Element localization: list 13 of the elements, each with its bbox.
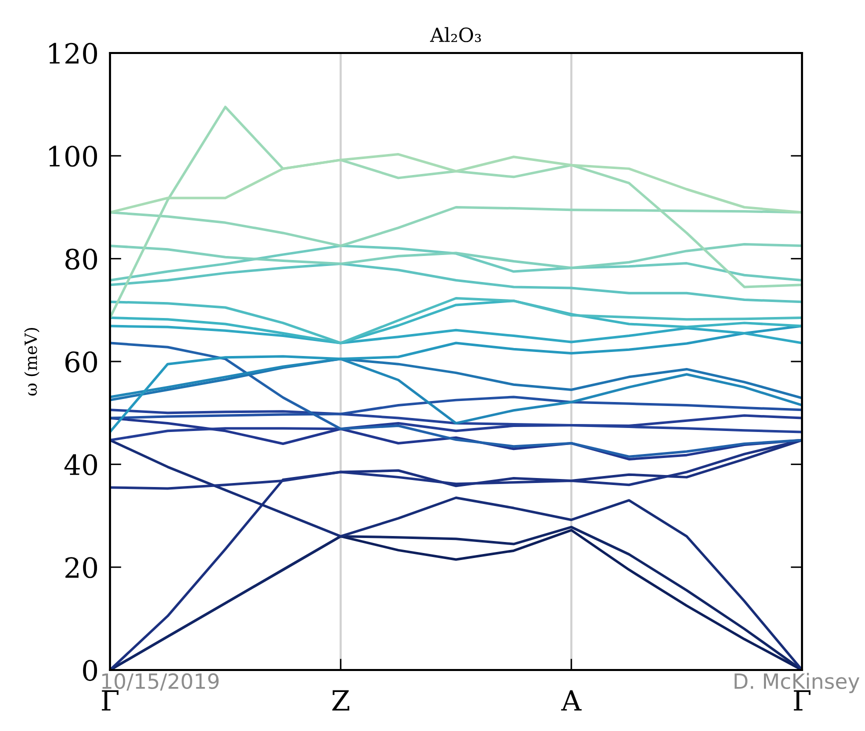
y-tick-label: 20	[65, 557, 98, 578]
x-tick-label: Γ	[102, 690, 118, 711]
y-tick-label: 120	[49, 42, 98, 64]
y-axis-title: ω (meV)	[24, 328, 40, 396]
text: 10/15/2019	[102, 673, 219, 691]
y-tick-label: 60	[65, 351, 98, 372]
y-tick-label: 0	[83, 660, 98, 681]
y-tick-label: 40	[64, 454, 98, 476]
y-tick-label: 100	[49, 146, 98, 167]
x-tick-label: A	[561, 690, 582, 711]
chart-title: Al₂O₃	[430, 27, 481, 42]
x-tick-label: Z	[332, 690, 350, 711]
y-tick-label: 80	[65, 248, 98, 270]
